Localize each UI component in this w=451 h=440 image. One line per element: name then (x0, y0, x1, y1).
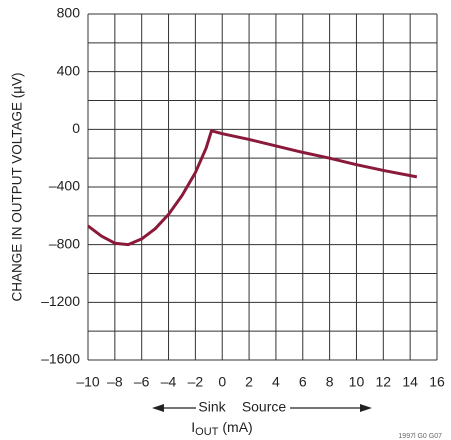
x-tick-label: 16 (429, 374, 445, 390)
x-tick-label: –8 (107, 374, 123, 390)
x-tick-label: 10 (349, 374, 365, 390)
x-tick-label: 6 (299, 374, 307, 390)
x-tick-label: –4 (161, 374, 177, 390)
x-axis-label-main: I (191, 419, 195, 435)
y-tick-label: 400 (57, 62, 81, 78)
x-tick-label: 8 (326, 374, 334, 390)
x-tick-label: –10 (76, 374, 100, 390)
y-axis-label: CHANGE IN OUTPUT VOLTAGE (µV) (10, 72, 25, 301)
x-axis-label: IOUT (mA) (191, 419, 252, 438)
x-axis-label-sub: OUT (195, 426, 219, 438)
x-tick-label: 2 (245, 374, 253, 390)
data-line (87, 129, 418, 247)
x-tick-label: –2 (188, 374, 204, 390)
figure-id: 1997l G0 G07 (398, 433, 442, 440)
y-tick-label: –800 (49, 235, 80, 251)
x-tick-label: 14 (402, 374, 418, 390)
x-tick-label: 12 (376, 374, 392, 390)
x-axis-label-unit: (mA) (222, 419, 252, 435)
y-tick-label: 0 (72, 120, 80, 136)
annotation: Source (242, 399, 287, 415)
y-tick-label: –1200 (41, 293, 80, 309)
y-tick-label: –1600 (41, 351, 80, 367)
y-tick-label: –400 (49, 178, 80, 194)
y-tick-label: 800 (57, 5, 81, 21)
x-tick-label: 0 (218, 374, 226, 390)
arrows (152, 404, 372, 412)
x-tick-label: 4 (272, 374, 280, 390)
annotation: Sink (198, 399, 226, 415)
x-tick-label: –6 (134, 374, 150, 390)
